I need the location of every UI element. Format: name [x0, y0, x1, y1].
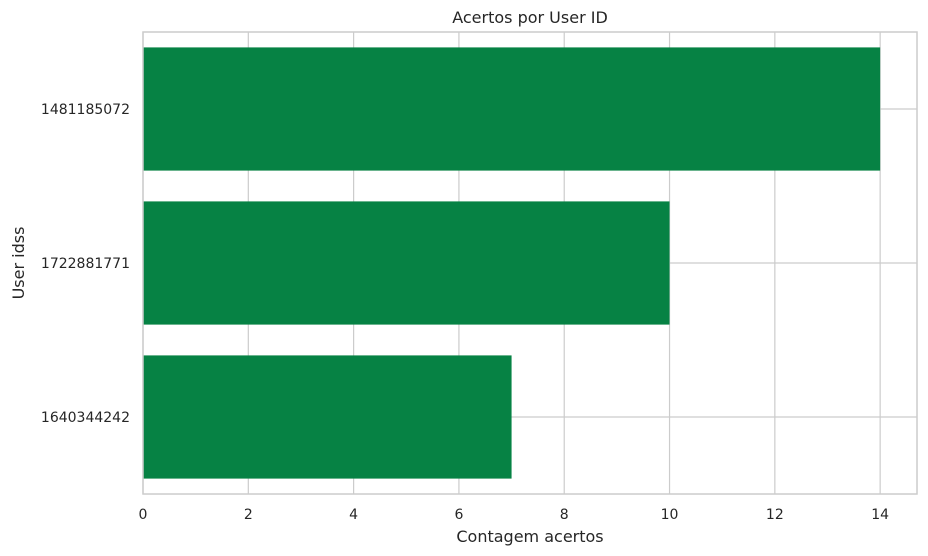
x-tick-label: 8 — [560, 507, 569, 523]
x-tick-labels: 0 2 4 6 8 10 12 14 — [139, 507, 890, 523]
y-tick-label: 1640344242 — [41, 410, 130, 426]
bar-1722881771 — [143, 201, 670, 325]
y-tick-label: 1722881771 — [41, 256, 130, 272]
y-tick-label: 1481185072 — [41, 102, 130, 118]
bars — [143, 47, 881, 479]
plot-frame — [142, 31, 918, 495]
x-axis-label: Contagem acertos — [456, 527, 603, 546]
y-axis-label: User idss — [9, 227, 28, 300]
x-tick-label: 6 — [454, 507, 463, 523]
x-tick-label: 4 — [349, 507, 358, 523]
x-tick-label: 14 — [871, 507, 889, 523]
x-tick-label: 10 — [661, 507, 679, 523]
x-tick-label: 0 — [139, 507, 148, 523]
bar-1640344242 — [143, 355, 512, 479]
x-tick-label: 2 — [244, 507, 253, 523]
bar-1481185072 — [143, 47, 881, 171]
y-tick-labels: 1481185072 1722881771 1640344242 — [41, 102, 130, 426]
x-tick-label: 12 — [766, 507, 784, 523]
chart-title: Acertos por User ID — [452, 8, 608, 27]
